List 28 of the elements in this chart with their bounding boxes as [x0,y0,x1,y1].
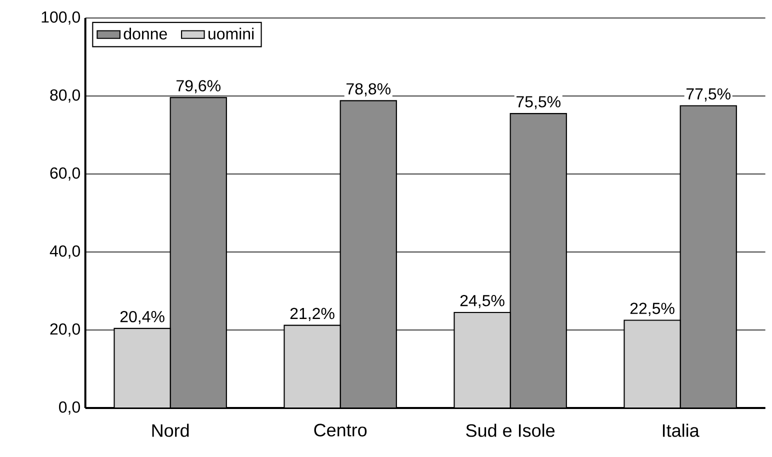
data-label: 79,6% [176,80,220,94]
bar [510,113,567,408]
x-tick-label: Italia [662,424,700,437]
data-label: 21,2% [290,308,334,322]
x-tick-label: Centro [314,424,367,436]
bar [340,100,397,408]
data-label: 75,5% [516,96,560,110]
bar [284,324,341,408]
y-tick-label: 20,0 [50,323,80,337]
bar [114,328,171,408]
data-label: 24,5% [460,294,504,308]
y-tick-label: 80,0 [50,89,80,103]
data-label: 20,4% [120,310,164,324]
y-tick-label: 40,0 [50,245,80,259]
bar [680,105,737,408]
bar [170,97,227,408]
y-tick-label: 100,0 [42,11,80,25]
data-label: 22,5% [630,302,674,316]
bar [454,312,511,408]
y-tick-label: 0,0 [59,401,80,415]
legend-label: uomini [208,28,254,40]
data-label: 77,5% [686,88,730,102]
y-tick-label: 60,0 [50,167,80,181]
bar [624,320,681,408]
data-label: 78,8% [346,83,390,96]
x-tick-label: Sud e Isole [466,424,555,437]
legend-label: donne [124,28,167,40]
x-tick-label: Nord [152,424,189,437]
